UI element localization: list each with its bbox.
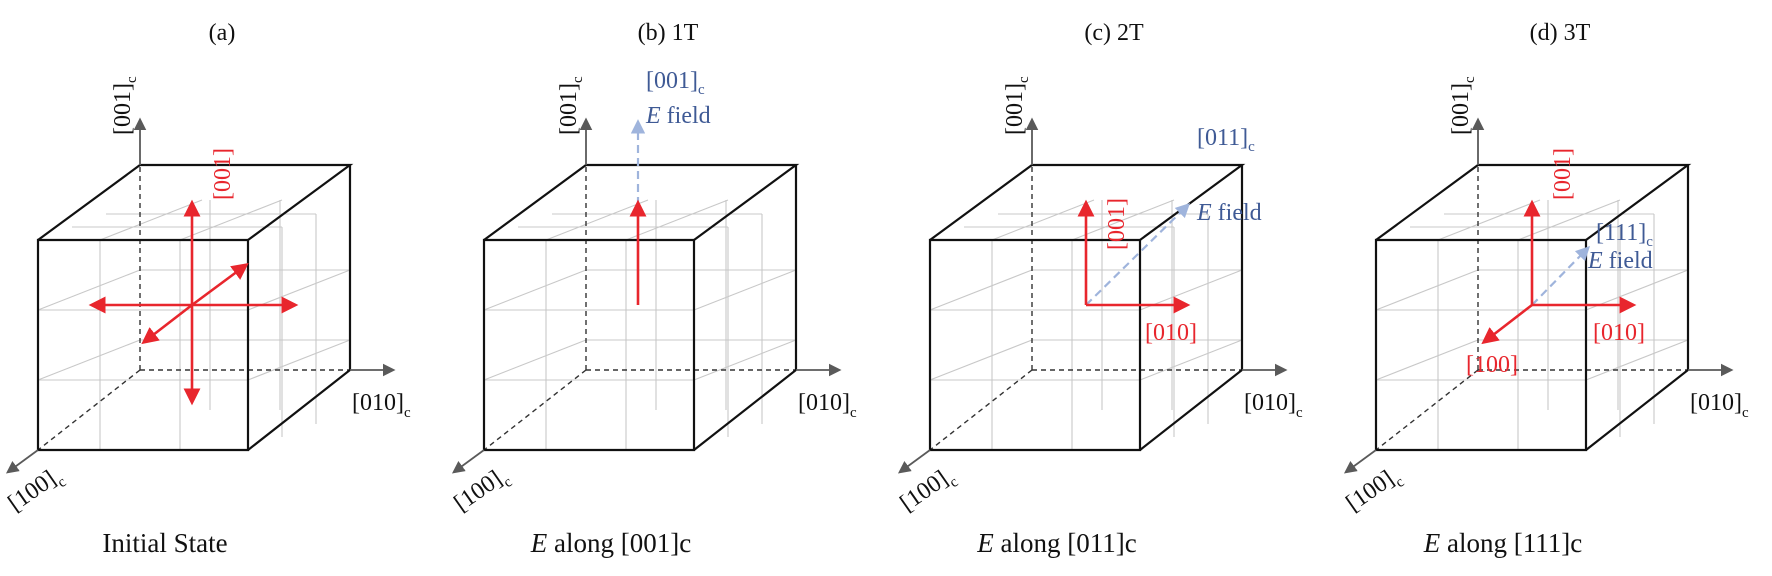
e-field-arrow (1531, 245, 1591, 306)
panel-c: (c) 2T (896, 20, 1303, 558)
cube-front-face (1374, 238, 1588, 452)
cube-grid-lines (929, 199, 1243, 450)
axis-z-label: [001]c (110, 76, 140, 135)
axis-x-arrow (451, 449, 485, 474)
hidden-edge (483, 369, 587, 451)
e-field-direction-label: [111]c (1596, 220, 1653, 250)
panel-a-caption: Initial State (102, 528, 227, 558)
axis-x-label: [100]c (1342, 462, 1408, 521)
hidden-edge (1375, 369, 1479, 451)
panel-a-header: (a) (209, 20, 236, 46)
panel-b-header: (b) 1T (638, 20, 699, 46)
pol-label-x: [100] (1466, 352, 1518, 378)
e-field-direction-label: [011]c (1197, 125, 1255, 155)
axis-y-label: [010]c (352, 390, 411, 421)
axis-y-label: [010]c (1244, 390, 1303, 421)
panel-b: (b) 1T (450, 20, 857, 558)
cube-top-face (37, 163, 354, 241)
hidden-edge (37, 369, 141, 451)
cube-top-face (929, 163, 1246, 241)
cube-top-face (1375, 163, 1692, 241)
e-field-label: E field (1196, 200, 1262, 226)
axis-z-label: [001]c (556, 76, 586, 135)
cube-a (36, 163, 354, 452)
axis-x-arrow (897, 449, 931, 474)
pol-label-y: [010] (1593, 320, 1645, 346)
cube-front-face (36, 238, 250, 452)
axis-x-label: [100]c (4, 462, 70, 521)
e-field-label: E field (645, 103, 711, 129)
panel-d: (d) 3T (1342, 20, 1749, 558)
e-field-label: E field (1587, 248, 1653, 274)
cube-grid-lines (483, 199, 797, 450)
pol-arrow-back (191, 262, 249, 307)
cube-grid-lines (37, 199, 351, 450)
axis-z-label: [001]c (1002, 76, 1032, 135)
pol-label-z: [001] (1104, 198, 1130, 250)
axis-x-label: [100]c (450, 462, 516, 521)
panel-a: (a) (4, 20, 411, 558)
polarization-arrows (88, 199, 299, 406)
cube-front-face (928, 238, 1142, 452)
axis-y-label: [010]c (798, 390, 857, 421)
panel-c-header: (c) 2T (1084, 20, 1144, 46)
axis-x-label: [100]c (896, 462, 962, 521)
axis-y-label: [010]c (1690, 390, 1749, 421)
e-field-arrow (1085, 202, 1191, 306)
panel-c-caption: E along [011]c (976, 528, 1136, 558)
pol-label-z: [001] (1550, 148, 1576, 200)
pol-label-z: [001] (210, 148, 236, 200)
panel-b-caption: E along [001]c (530, 528, 691, 558)
axis-z-label: [001]c (1448, 76, 1478, 135)
panel-d-header: (d) 3T (1530, 20, 1591, 46)
cube-b (482, 163, 800, 452)
axis-x-arrow (1343, 449, 1377, 474)
cube-c (928, 163, 1246, 452)
pol-arrow-front (141, 303, 193, 345)
pol-arrow-front (1481, 303, 1533, 345)
axis-x-arrow (5, 449, 39, 474)
cube-top-face (483, 163, 800, 241)
e-field-direction-label: [001]c (646, 68, 705, 98)
hidden-edge (929, 369, 1033, 451)
panel-d-caption: E along [111]c (1423, 528, 1582, 558)
cube-front-face (482, 238, 696, 452)
pol-label-y: [010] (1145, 320, 1197, 346)
